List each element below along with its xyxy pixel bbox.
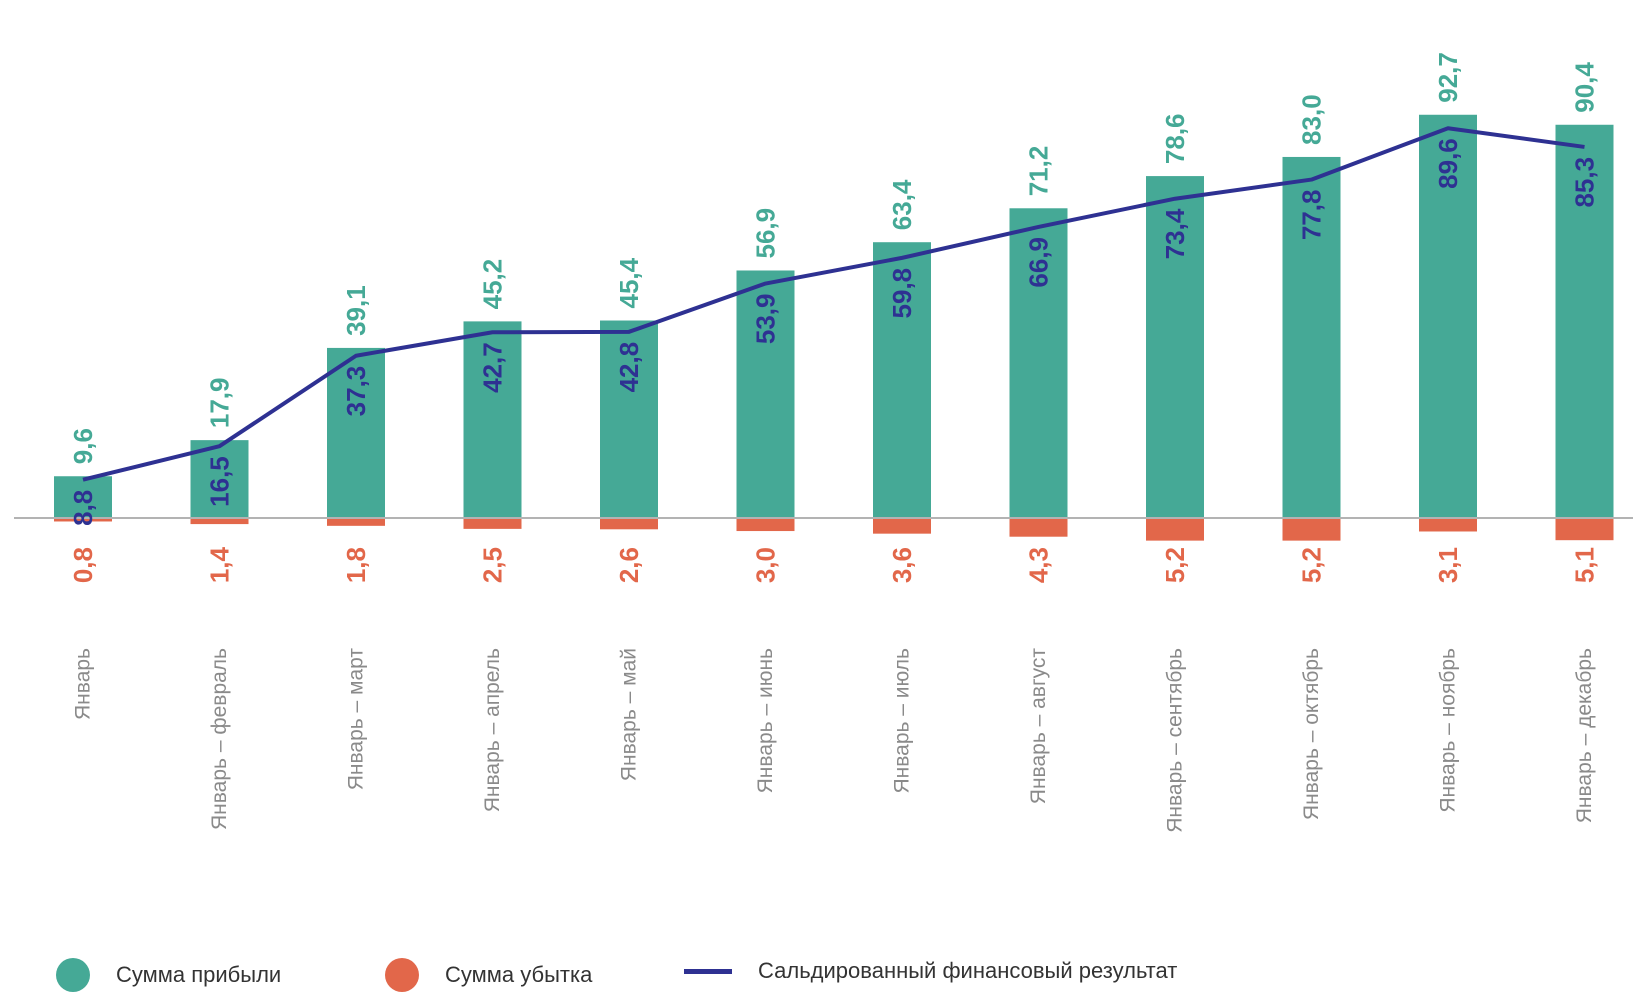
loss-value-label: 3,1	[1433, 547, 1463, 583]
balance-value-label: 66,9	[1024, 237, 1054, 288]
legend-swatch-profit	[56, 958, 90, 992]
category-label: Январь – июль	[891, 648, 914, 794]
loss-value-label: 4,3	[1024, 547, 1054, 583]
profit-value-label: 78,6	[1160, 113, 1190, 164]
loss-value-label: 1,4	[205, 546, 235, 583]
balance-value-label: 8,8	[68, 490, 98, 526]
loss-bar	[1009, 518, 1068, 537]
legend-item-profit: Сумма прибыли	[56, 958, 281, 992]
loss-bar	[1555, 518, 1614, 541]
profit-value-label: 90,4	[1570, 62, 1600, 113]
profit-bar	[736, 270, 795, 518]
loss-bar	[873, 518, 931, 534]
loss-bar	[54, 518, 112, 522]
loss-bar	[600, 518, 658, 530]
balance-value-label: 53,9	[751, 294, 781, 345]
category-label: Январь – ноябрь	[1437, 648, 1460, 813]
profit-bar	[1419, 114, 1477, 518]
loss-value-label: 5,1	[1570, 547, 1600, 583]
category-label: Январь – август	[1027, 648, 1050, 805]
category-label: Январь – сентябрь	[1164, 648, 1187, 833]
balance-value-label: 37,3	[341, 366, 371, 417]
loss-value-label: 5,2	[1160, 547, 1190, 583]
loss-bar	[736, 518, 795, 532]
loss-bar	[1282, 518, 1341, 541]
profit-value-label: 56,9	[751, 208, 781, 259]
profit-value-label: 9,6	[68, 428, 98, 464]
legend-label-balance: Сальдированный финансовый результат	[758, 958, 1178, 983]
profit-value-label: 17,9	[205, 378, 235, 429]
legend: Сумма прибыли Сумма убытка Сальдированны…	[0, 958, 1633, 992]
profit-value-label: 45,2	[478, 259, 508, 310]
loss-bar	[327, 518, 385, 526]
profit-value-label: 45,4	[614, 257, 644, 308]
loss-value-label: 3,6	[887, 547, 917, 583]
category-label: Январь	[72, 648, 95, 720]
loss-value-label: 2,5	[478, 547, 508, 583]
chart: 9,6 17,9 39,1 45,2 45,4 56,9 63,4 71,2 78,6 83,0 9…	[14, 52, 1633, 833]
profit-bar	[54, 476, 112, 518]
loss-value-label: 2,6	[614, 547, 644, 583]
balance-line	[82, 126, 1585, 482]
legend-swatch-balance	[684, 968, 732, 974]
category-label: Январь – июнь	[754, 648, 777, 793]
legend-item-balance: Сальдированный финансовый результат	[684, 958, 1177, 984]
profit-bar	[1282, 156, 1341, 518]
loss-value-label: 3,0	[751, 547, 781, 583]
balance-value-label: 59,8	[887, 268, 917, 319]
category-label: Январь – май	[618, 648, 641, 781]
legend-label-loss: Сумма убытка	[445, 962, 593, 987]
category-label: Январь – март	[345, 648, 368, 791]
legend-label-profit: Сумма прибыли	[116, 962, 282, 987]
balance-value-label: 16,5	[205, 456, 235, 507]
loss-bar	[1419, 518, 1477, 532]
loss-value-label: 5,2	[1297, 547, 1327, 583]
balance-value-label: 73,4	[1160, 208, 1190, 259]
profit-bar	[600, 320, 658, 518]
profit-value-label: 39,1	[341, 285, 371, 336]
balance-value-label: 42,7	[478, 342, 508, 393]
balance-value-label: 85,3	[1570, 157, 1600, 208]
category-label: Январь – декабрь	[1573, 648, 1596, 823]
loss-value-label: 1,8	[341, 547, 371, 583]
profit-bar	[1146, 176, 1204, 518]
category-label: Январь – октябрь	[1300, 648, 1323, 820]
profit-bar	[190, 440, 249, 518]
legend-item-loss: Сумма убытка	[385, 958, 592, 992]
loss-value-label: 0,8	[68, 547, 98, 583]
profit-value-label: 63,4	[887, 179, 917, 230]
balance-value-label: 77,8	[1297, 190, 1327, 241]
category-label: Январь – апрель	[481, 648, 504, 812]
category-label: Январь – февраль	[208, 648, 231, 830]
profit-bar	[463, 321, 522, 518]
loss-bar	[463, 518, 522, 529]
profit-bar	[1555, 124, 1614, 518]
profit-value-label: 92,7	[1433, 52, 1463, 103]
profit-bar	[327, 347, 385, 518]
loss-bar	[190, 518, 249, 525]
balance-value-label: 42,8	[614, 342, 644, 393]
profit-bar	[873, 242, 931, 518]
profit-value-label: 83,0	[1297, 94, 1327, 145]
legend-swatch-loss	[385, 958, 419, 992]
balance-value-label: 89,6	[1433, 138, 1463, 189]
profit-bar	[1009, 208, 1068, 518]
loss-bar	[1146, 518, 1204, 541]
profit-value-label: 71,2	[1024, 146, 1054, 197]
